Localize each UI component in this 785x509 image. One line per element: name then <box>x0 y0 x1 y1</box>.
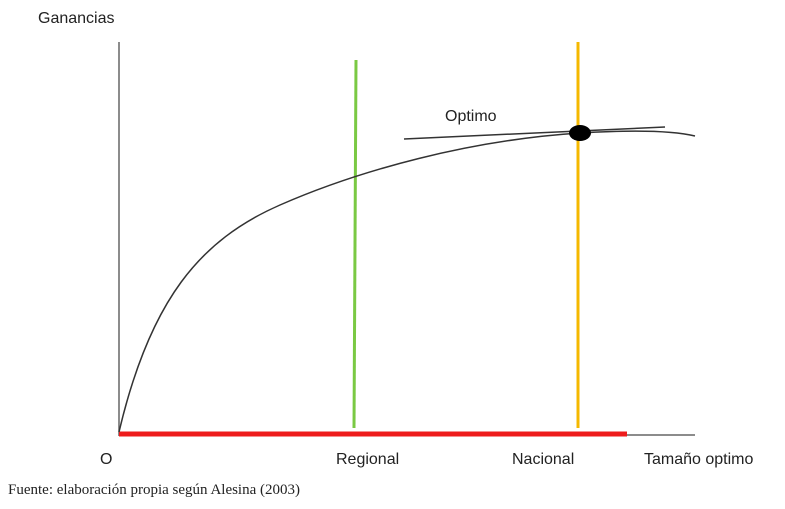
regional-line <box>352 59 358 429</box>
optimum-point <box>569 125 591 141</box>
profit-curve <box>118 130 696 433</box>
origin-label: O <box>100 451 112 468</box>
tangent-line <box>403 126 666 140</box>
nacional-label: Nacional <box>512 451 574 468</box>
x-axis-label: Tamaño optimo <box>644 451 753 468</box>
regional-label: Regional <box>336 451 399 468</box>
source-caption: Fuente: elaboración propia según Alesina… <box>8 482 301 498</box>
y-axis-label: Ganancias <box>38 10 115 27</box>
optimum-label: Optimo <box>445 108 497 125</box>
